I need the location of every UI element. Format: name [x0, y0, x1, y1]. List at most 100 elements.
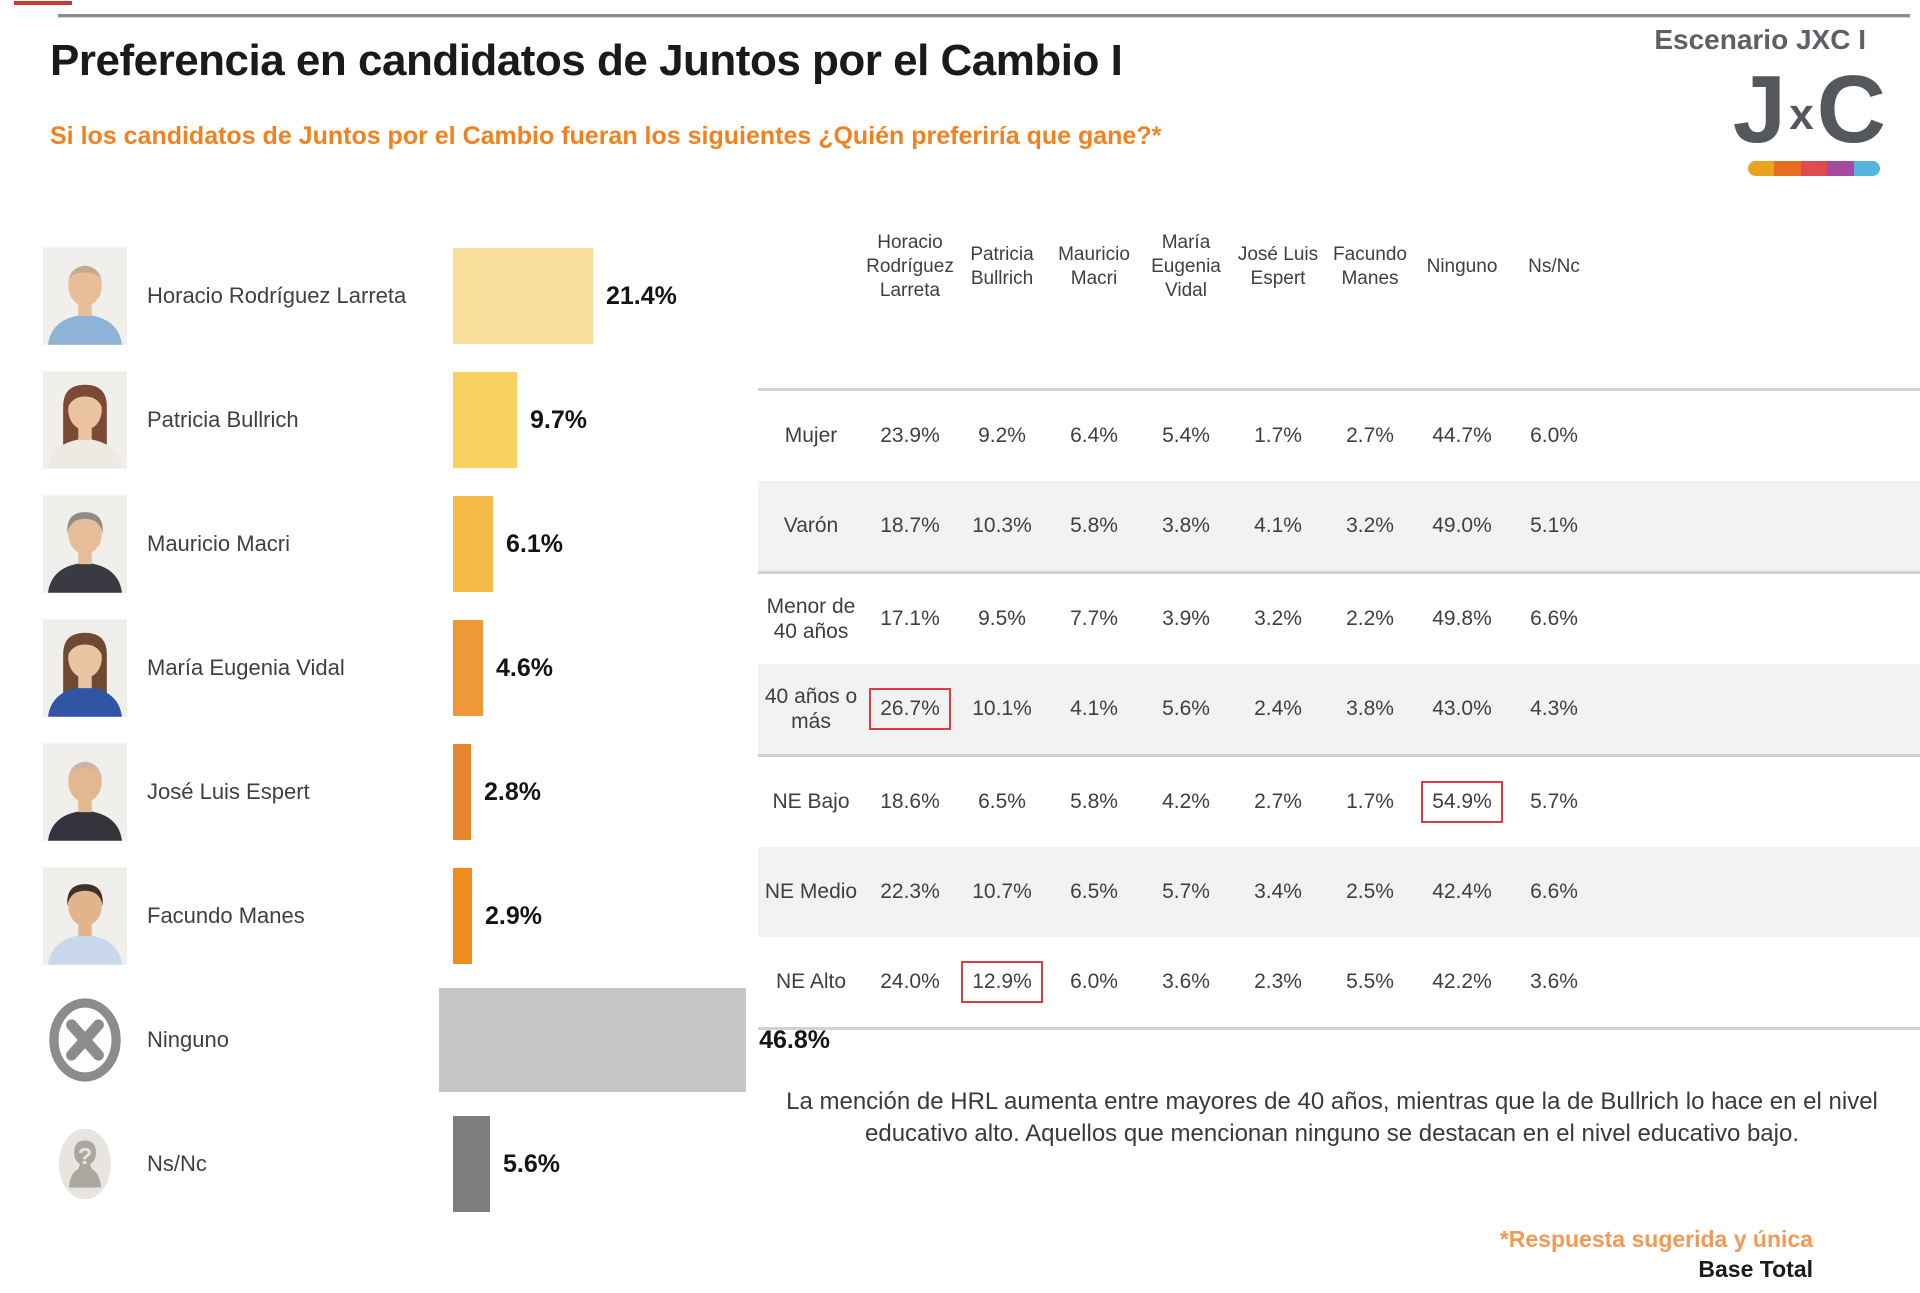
- row-label: Varón: [783, 514, 839, 538]
- table-row: NE Alto 24.0% 12.9% 6.0% 3.6% 2.3% 5.5% 42.2% 3.…: [758, 937, 1920, 1030]
- preference-bar: [453, 372, 517, 468]
- table-cell: 18.7%: [880, 514, 940, 537]
- candidate-name: Mauricio Macri: [147, 531, 291, 557]
- unknown-person-icon: ?: [43, 1106, 127, 1222]
- bar-wrap: 9.7%: [453, 358, 587, 482]
- table-cell: 42.2%: [1432, 970, 1492, 993]
- preference-value: 46.8%: [759, 1025, 830, 1054]
- jxc-logo-color-segment: [1800, 161, 1828, 176]
- table-cell: 5.8%: [1070, 514, 1118, 537]
- table-row: NE Bajo 18.6% 6.5% 5.8% 4.2% 2.7% 1.7% 54.9% 5.7…: [758, 754, 1920, 847]
- preference-value: 4.6%: [496, 653, 553, 682]
- bar-wrap: 6.1%: [453, 482, 563, 606]
- candidate-name: Ns/Nc: [147, 1151, 207, 1177]
- preference-bar: [453, 744, 471, 840]
- preference-value: 21.4%: [606, 281, 677, 310]
- bar-wrap: 5.6%: [453, 1102, 560, 1226]
- bar-row: Horacio Rodríguez Larreta 21.4%: [40, 234, 830, 358]
- table-cell: 2.4%: [1254, 697, 1302, 720]
- page-title: Preferencia en candidatos de Juntos por …: [50, 36, 1123, 85]
- jxc-logo-color-segment: [1827, 161, 1854, 176]
- table-row: Varón 18.7% 10.3% 5.8% 3.8% 4.1% 3.2% 49.0% 5.1%: [758, 481, 1920, 571]
- preference-value: 2.8%: [484, 777, 541, 806]
- bar-wrap: 21.4%: [453, 234, 677, 358]
- bar-row: ? Ns/Nc 5.6%: [40, 1102, 830, 1226]
- table-cell: 4.1%: [1254, 514, 1302, 537]
- table-row: NE Medio 22.3% 10.7% 6.5% 5.7% 3.4% 2.5% 42.4% 6…: [758, 847, 1920, 937]
- table-cell: 3.6%: [1530, 970, 1578, 993]
- table-cell: 6.5%: [1070, 880, 1118, 903]
- preference-bar-chart: Horacio Rodríguez Larreta 21.4% Patricia B…: [40, 234, 830, 1226]
- table-cell: 3.2%: [1346, 514, 1394, 537]
- preference-bar: [453, 248, 593, 344]
- svg-text:?: ?: [78, 1143, 92, 1169]
- highlighted-value: 12.9%: [961, 961, 1043, 1003]
- table-cell: 2.5%: [1346, 880, 1394, 903]
- base-total-label: Base Total: [1698, 1256, 1813, 1282]
- candidate-name: José Luis Espert: [147, 779, 310, 805]
- table-cell: 17.1%: [880, 607, 940, 630]
- header-rule: [58, 14, 1910, 18]
- table-cell: 6.5%: [978, 790, 1026, 813]
- jxc-logo-letter-j: J: [1732, 56, 1787, 163]
- preference-bar: [453, 868, 472, 964]
- table-cell: 3.8%: [1346, 697, 1394, 720]
- bar-row: José Luis Espert 2.8%: [40, 730, 830, 854]
- table-cell: 2.2%: [1346, 607, 1394, 630]
- jxc-logo: J x C: [1733, 62, 1886, 158]
- table-cell: 22.3%: [880, 880, 940, 903]
- table-cell: 5.1%: [1530, 514, 1578, 537]
- bar-wrap: 46.8%: [439, 978, 830, 1102]
- table-cell: 44.7%: [1432, 424, 1492, 447]
- table-cell: 10.7%: [972, 880, 1032, 903]
- candidate-photo: [43, 610, 127, 726]
- table-cell: 10.1%: [972, 697, 1032, 720]
- column-header: Ns/Nc: [1528, 256, 1580, 278]
- bar-row: Ninguno 46.8%: [40, 978, 830, 1102]
- bar-wrap: 2.8%: [453, 730, 541, 854]
- table-cell: 49.0%: [1432, 514, 1492, 537]
- table-cell: 4.2%: [1162, 790, 1210, 813]
- insight-text: La mención de HRL aumenta entre mayores …: [786, 1088, 1878, 1147]
- bar-row: María Eugenia Vidal 4.6%: [40, 606, 830, 730]
- jxc-logo-color-segment: [1774, 161, 1801, 176]
- row-label: 40 años o más: [764, 684, 858, 733]
- bar-wrap: 4.6%: [453, 606, 553, 730]
- column-header: Mauricio Macri: [1058, 244, 1130, 289]
- table-header-row: Horacio Rodríguez Larreta Patricia Bullri…: [758, 196, 1920, 388]
- table-cell: 42.4%: [1432, 880, 1492, 903]
- table-cell: 5.7%: [1530, 790, 1578, 813]
- table-cell: 54.9%: [1416, 781, 1508, 823]
- table-cell: 6.6%: [1530, 880, 1578, 903]
- preference-bar: [453, 496, 493, 592]
- table-cell: 23.9%: [880, 424, 940, 447]
- row-label: NE Alto: [775, 970, 847, 994]
- table-cell: 12.9%: [956, 961, 1048, 1003]
- table-cell: 5.7%: [1162, 880, 1210, 903]
- row-label: Mujer: [784, 424, 838, 448]
- table-cell: 4.1%: [1070, 697, 1118, 720]
- row-label: Menor de 40 años: [766, 594, 856, 643]
- highlighted-value: 54.9%: [1421, 781, 1503, 823]
- table-cell: 4.3%: [1530, 697, 1578, 720]
- table-cell: 6.4%: [1070, 424, 1118, 447]
- table-cell: 3.4%: [1254, 880, 1302, 903]
- candidate-name: Patricia Bullrich: [147, 407, 299, 433]
- table-cell: 7.7%: [1070, 607, 1118, 630]
- candidate-name: Facundo Manes: [147, 903, 305, 929]
- bar-row: Facundo Manes 2.9%: [40, 854, 830, 978]
- table-cell: 2.7%: [1346, 424, 1394, 447]
- table-cell: 9.5%: [978, 607, 1026, 630]
- preference-bar: [453, 620, 483, 716]
- table-cell: 1.7%: [1254, 424, 1302, 447]
- crosstab-table: Horacio Rodríguez Larreta Patricia Bullri…: [758, 196, 1920, 1030]
- table-cell: 2.3%: [1254, 970, 1302, 993]
- table-cell: 5.5%: [1346, 970, 1394, 993]
- none-x-icon: [43, 982, 127, 1098]
- table-cell: 3.9%: [1162, 607, 1210, 630]
- column-header: Horacio Rodríguez Larreta: [866, 232, 954, 301]
- candidate-name: Ninguno: [147, 1027, 229, 1053]
- column-header: Patricia Bullrich: [970, 244, 1034, 289]
- bar-row: Patricia Bullrich 9.7%: [40, 358, 830, 482]
- highlighted-value: 26.7%: [869, 688, 951, 730]
